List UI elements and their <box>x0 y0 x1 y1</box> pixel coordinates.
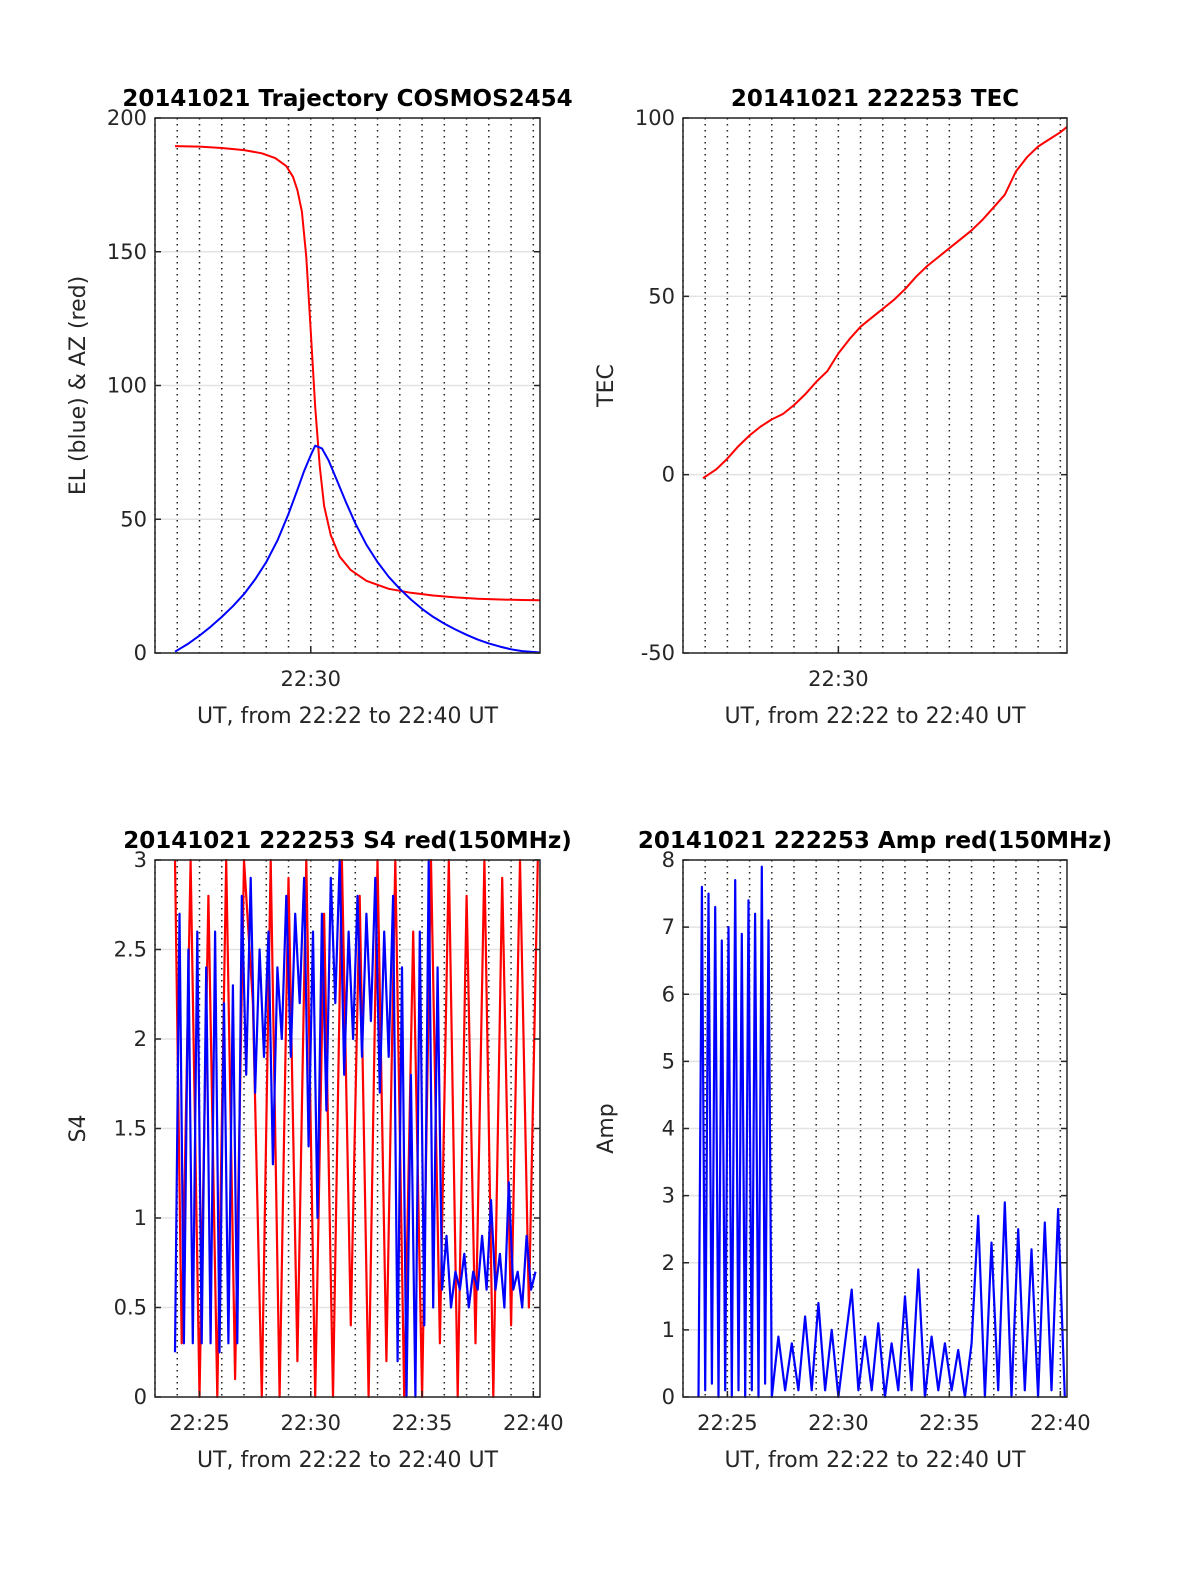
chart-panel-tec: -50 0 50 100 22:30 20141021 222253 TEC UT, fro… <box>594 86 1068 729</box>
y-tick-label: 150 <box>107 240 147 264</box>
x-tick-label: 22:40 <box>1030 1411 1091 1435</box>
y-axis-label: S4 <box>66 1115 91 1143</box>
x-axis-label: UT, from 22:22 to 22:40 UT <box>724 1448 1026 1473</box>
chart-title: 20141021 222253 Amp red(150MHz) <box>638 828 1112 854</box>
y-tick-label: 7 <box>662 915 675 939</box>
y-axis-label: TEC <box>594 364 619 408</box>
y-tick-label: 0 <box>662 463 675 487</box>
chart-title: 20141021 222253 TEC <box>731 86 1019 112</box>
y-tick-label: 1 <box>134 1206 147 1230</box>
y-tick-label: 6 <box>662 982 675 1006</box>
x-axis-label: UT, from 22:22 to 22:40 UT <box>197 704 499 729</box>
y-axis-label: Amp <box>594 1103 619 1153</box>
series-line-s4-1 <box>173 858 537 1399</box>
chart-title: 20141021 222253 S4 red(150MHz) <box>123 828 572 854</box>
y-tick-label: 100 <box>107 374 147 398</box>
y-tick-label: 0 <box>134 641 147 665</box>
y-tick-label: 0 <box>662 1385 675 1409</box>
y-tick-label: 3 <box>662 1184 675 1208</box>
chart-panel-s4: 0 0.5 1 1.5 2 2.5 3 22:25 22:30 22:35 22:40 2014102… <box>66 828 572 1473</box>
y-tick-label: 5 <box>662 1049 675 1073</box>
x-tick-label: 22:25 <box>169 1411 230 1435</box>
series-line-trajectory-0 <box>174 145 541 602</box>
y-tick-label: 8 <box>662 848 675 872</box>
series-line-amp-0 <box>697 865 1066 1399</box>
y-tick-label: 50 <box>120 507 147 531</box>
y-tick-label: 100 <box>635 106 675 130</box>
y-tick-label: 1.5 <box>114 1117 147 1141</box>
x-tick-label: 22:35 <box>392 1411 453 1435</box>
x-tick-label: 22:30 <box>808 1411 869 1435</box>
y-tick-label: 2 <box>662 1251 675 1275</box>
x-axis-label: UT, from 22:22 to 22:40 UT <box>724 704 1026 729</box>
axes-frame <box>682 117 1068 654</box>
x-tick-label: 22:30 <box>281 667 342 691</box>
y-tick-label: -50 <box>641 641 675 665</box>
x-axis-label: UT, from 22:22 to 22:40 UT <box>197 1448 499 1473</box>
series-line-trajectory-1 <box>174 444 541 654</box>
chart-panel-trajectory: 0 50 100 150 200 22:30 20141021 Trajectory COS… <box>66 86 573 729</box>
x-tick-label: 22:35 <box>919 1411 980 1435</box>
x-tick-label: 22:30 <box>281 1411 342 1435</box>
y-tick-label: 0 <box>134 1385 147 1409</box>
y-tick-label: 3 <box>134 848 147 872</box>
y-tick-label: 2.5 <box>114 938 147 962</box>
y-tick-label: 4 <box>662 1117 675 1141</box>
x-tick-label: 22:25 <box>697 1411 758 1435</box>
y-tick-label: 1 <box>662 1318 675 1342</box>
y-tick-label: 200 <box>107 106 147 130</box>
x-tick-label: 22:40 <box>503 1411 564 1435</box>
y-tick-label: 50 <box>648 284 675 308</box>
y-axis-label: EL (blue) & AZ (red) <box>66 276 91 495</box>
x-tick-label: 22:30 <box>808 667 869 691</box>
chart-title: 20141021 Trajectory COSMOS2454 <box>122 86 572 112</box>
y-tick-label: 2 <box>134 1027 147 1051</box>
y-tick-label: 0.5 <box>114 1296 147 1320</box>
series-line-tec-0 <box>702 126 1068 480</box>
series-line-s4-0 <box>173 858 539 1399</box>
chart-panel-amp: 0 1 2 3 4 5 6 7 8 22:25 22:30 22:35 22:40 20141021 22… <box>594 828 1112 1473</box>
